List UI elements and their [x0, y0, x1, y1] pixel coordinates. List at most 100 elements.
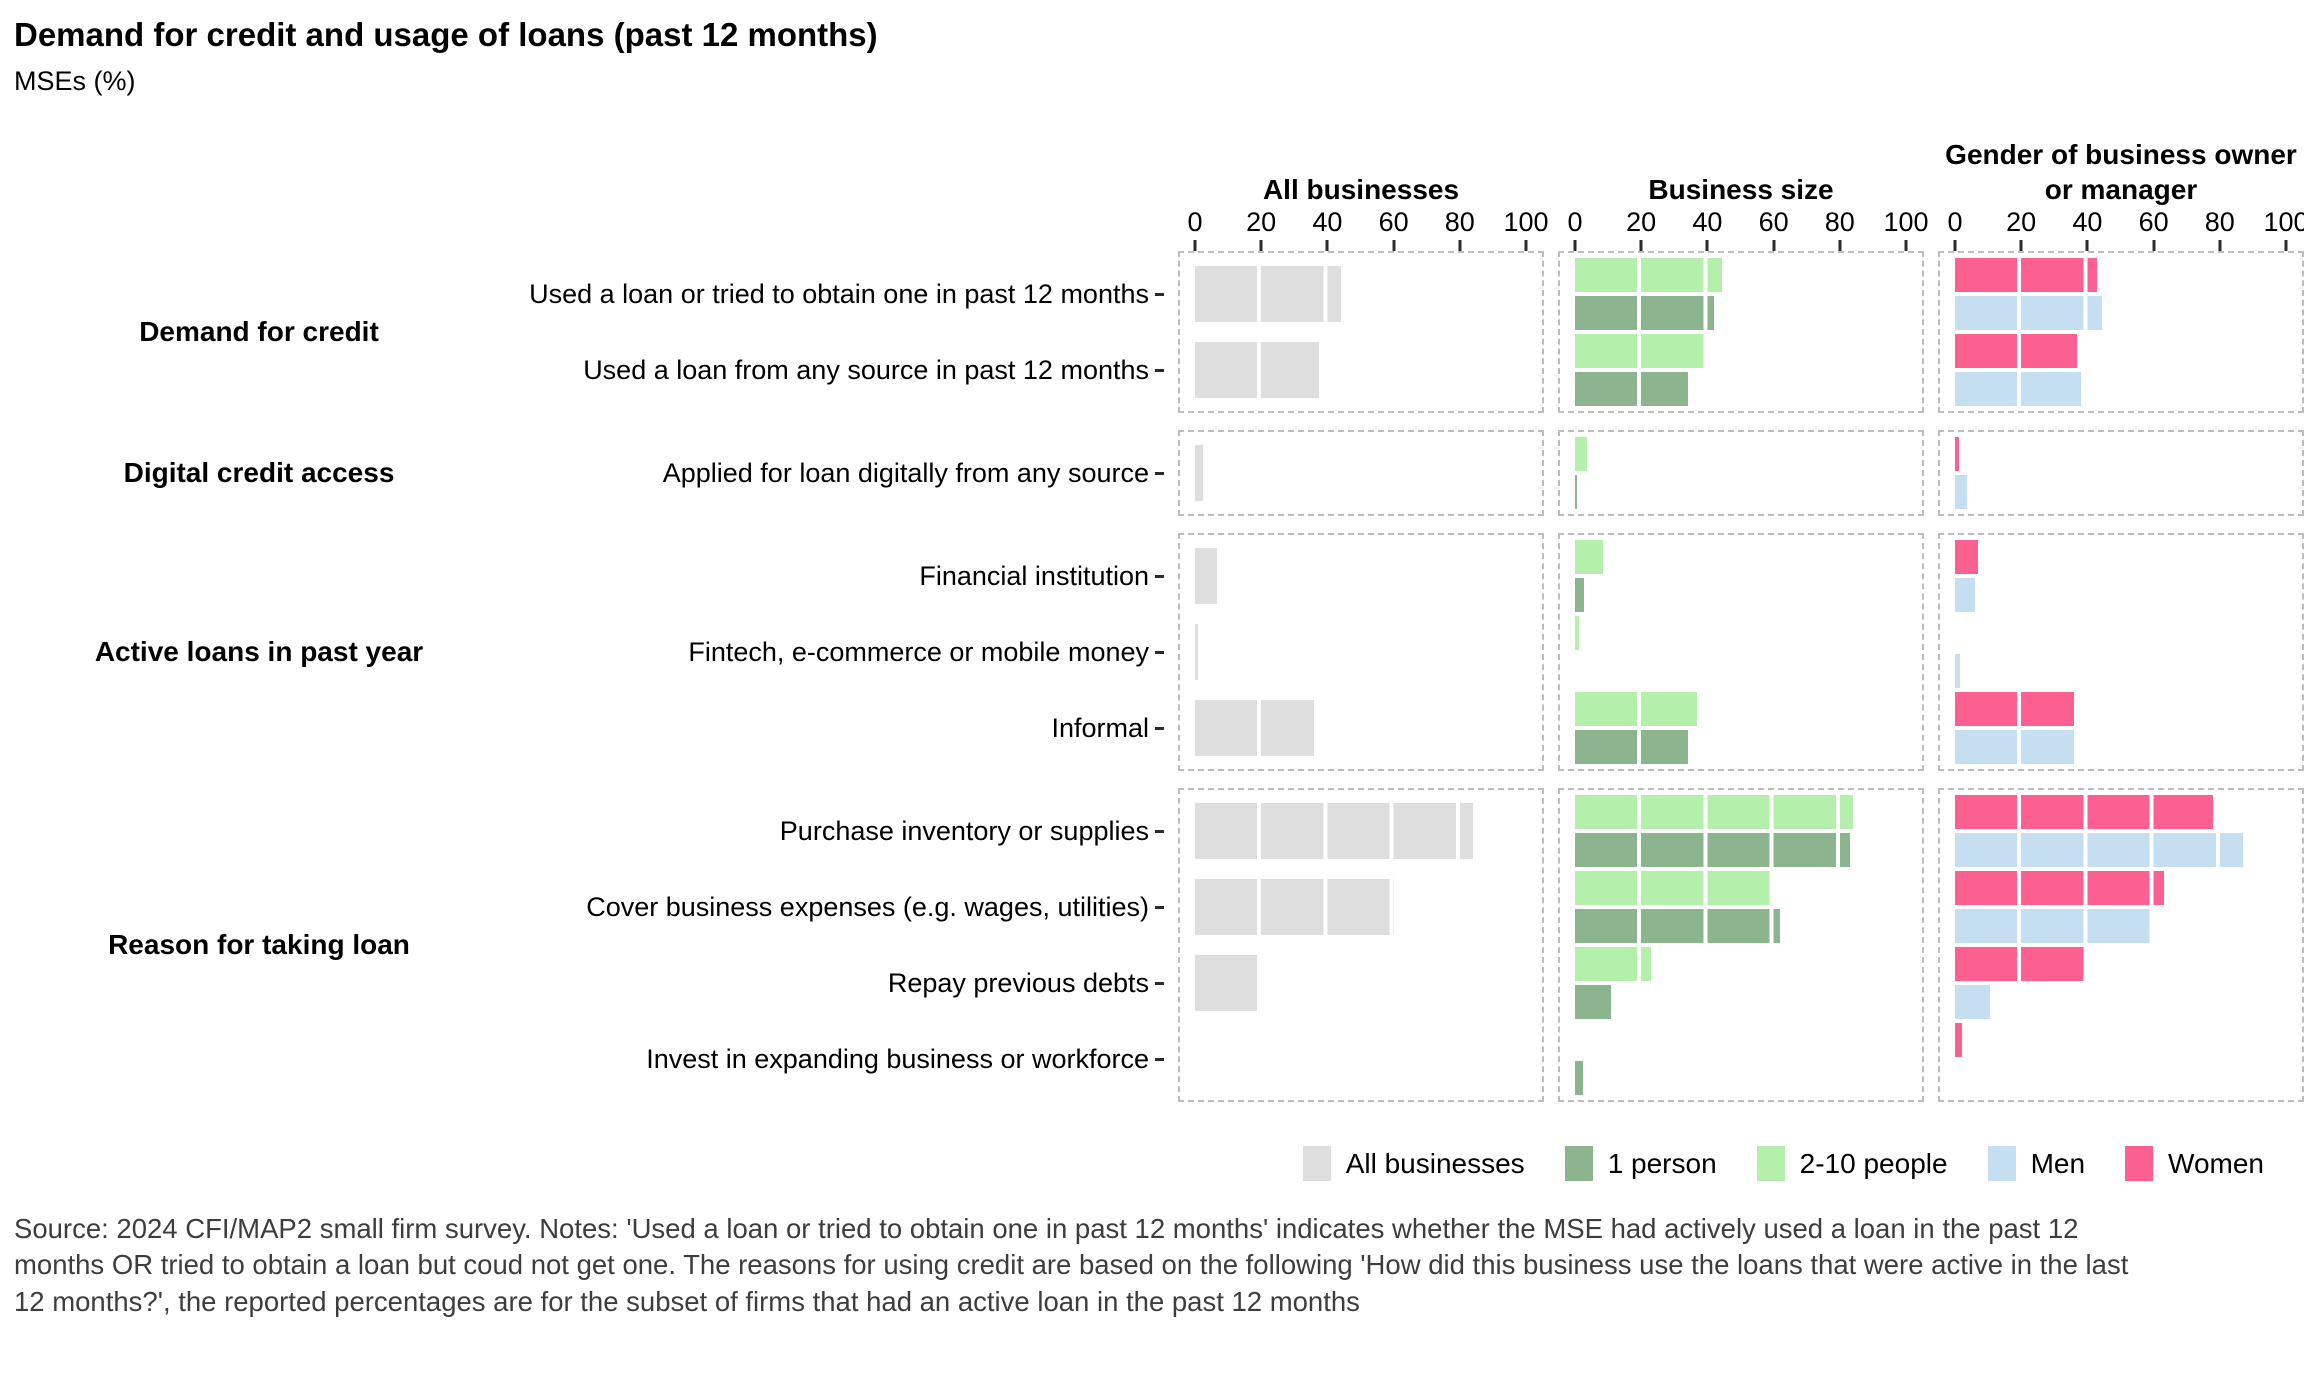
- facet-title-gender: Gender of business owner or manager: [1945, 139, 2297, 205]
- bar-all-businesses: [1195, 955, 1262, 1011]
- bar-row: [1195, 945, 1526, 1021]
- bar-women: [1955, 258, 2098, 292]
- bar-row: [1195, 332, 1526, 408]
- band-labels: Active loans in past year Financial inst…: [14, 533, 1164, 771]
- panel-size-active-loans: [1558, 533, 1924, 771]
- bar-row: [1195, 690, 1526, 766]
- axis-tick-mark: [2019, 240, 2023, 251]
- bar-women: [1955, 437, 1960, 471]
- y-tick-mark: [1155, 829, 1164, 833]
- x-axis-panel-2: 0 20 40 60 80 100: [1558, 207, 1929, 251]
- axis-tick-label: 20: [1246, 207, 1277, 237]
- bar-row: [1955, 690, 2286, 766]
- axis-tick-label: 0: [1947, 207, 1963, 237]
- axis-tick-label: 40: [1692, 207, 1723, 237]
- band-digital-credit-access: Digital credit access Applied for loan d…: [14, 430, 2304, 516]
- axis-tick-label: 60: [1378, 207, 1409, 237]
- axis-tick-mark: [1953, 240, 1957, 251]
- row-label: Applied for loan digitally from any sour…: [14, 435, 1164, 511]
- legend-item-men: Men: [1987, 1146, 2085, 1181]
- panel-size-demand: [1558, 251, 1924, 413]
- gridline-overlay: [1575, 538, 1906, 614]
- facet-header-row: All businesses Business size Gender of b…: [14, 135, 2304, 207]
- bar-1-person: [1575, 730, 1688, 764]
- gridline-overlay: [1575, 1021, 1906, 1097]
- bar-2-10-people: [1575, 795, 1854, 829]
- group-label-demand-for-credit: Demand for credit: [139, 316, 379, 348]
- bar-all-businesses: [1195, 342, 1320, 398]
- axis-tick-label: 80: [1444, 207, 1475, 237]
- legend-label: All businesses: [1345, 1147, 1525, 1179]
- y-tick-mark: [1155, 650, 1164, 654]
- bar-row: [1575, 945, 1906, 1021]
- axis-tick-mark: [1193, 240, 1197, 251]
- axis-tick-label: 60: [2138, 207, 2169, 237]
- panel-gender-digital: [1938, 430, 2304, 516]
- row-label: Cover business expenses (e.g. wages, uti…: [14, 869, 1164, 945]
- axis-tick-label: 80: [1824, 207, 1855, 237]
- bar-1-person: [1575, 475, 1578, 509]
- group-label-digital-credit-access: Digital credit access: [123, 457, 395, 489]
- legend-swatch-2-10-people: [1756, 1146, 1785, 1181]
- panel-gender-reason: [1938, 788, 2304, 1102]
- bar-men: [1955, 372, 2081, 406]
- bar-1-person: [1575, 296, 1715, 330]
- bar-women: [1955, 795, 2214, 829]
- bar-men: [1955, 985, 1990, 1019]
- y-tick-mark: [1155, 905, 1164, 909]
- group-label-active-loans: Active loans in past year: [94, 636, 424, 668]
- x-axis-panel-1: 0 20 40 60 80 100: [1178, 207, 1549, 251]
- header-spacer: [14, 135, 1164, 207]
- bar-all-businesses: [1195, 803, 1474, 859]
- gridline-overlay: [1195, 614, 1526, 690]
- x-axis-panel-3: 0 20 40 60 80 100: [1938, 207, 2304, 251]
- bar-row: [1575, 538, 1906, 614]
- bar-women: [1955, 692, 2075, 726]
- legend-label: Women: [2168, 1147, 2264, 1179]
- gridline-overlay: [1195, 1021, 1526, 1097]
- axis-tick-mark: [1392, 240, 1396, 251]
- axis-tick-mark: [2085, 240, 2089, 251]
- axis-tick-label: 20: [1626, 207, 1657, 237]
- gridline-overlay: [1955, 435, 2286, 511]
- bar-men: [1955, 654, 1960, 688]
- legend-swatch-all-businesses: [1302, 1146, 1331, 1181]
- band-labels: Digital credit access Applied for loan d…: [14, 430, 1164, 516]
- bar-row: [1575, 614, 1906, 690]
- bar-row: [1575, 869, 1906, 945]
- axis-tick-label: 0: [1187, 207, 1203, 237]
- bar-row: [1195, 256, 1526, 332]
- bar-row: [1955, 614, 2286, 690]
- bar-women: [1955, 334, 2078, 368]
- bar-row: [1575, 690, 1906, 766]
- panel-size-digital: [1558, 430, 1924, 516]
- page-title: Demand for credit and usage of loans (pa…: [14, 16, 878, 53]
- panel-all-reason: [1178, 788, 1544, 1102]
- panel-all-active-loans: [1178, 533, 1544, 771]
- x-axis-row: 0 20 40 60 80 100 0 20 40 60 80 10: [14, 207, 2304, 251]
- axis-tick-label: 80: [2204, 207, 2235, 237]
- axis-tick-label: 40: [1312, 207, 1343, 237]
- bar-women: [1955, 871, 2164, 905]
- axis-tick-mark: [1325, 240, 1329, 251]
- row-label: Used a loan from any source in past 12 m…: [14, 332, 1164, 408]
- axis-tick-mark: [2218, 240, 2222, 251]
- legend-label: 2-10 people: [1799, 1147, 1948, 1179]
- row-label: Used a loan or tried to obtain one in pa…: [14, 256, 1164, 332]
- y-tick-mark: [1155, 1057, 1164, 1061]
- axis-tick-label: 100: [1883, 207, 1929, 237]
- band-reason-for-loan: Reason for taking loan Purchase inventor…: [14, 788, 2304, 1102]
- legend-label: 1 person: [1607, 1147, 1717, 1179]
- bar-row: [1195, 793, 1526, 869]
- row-label: Repay previous debts: [14, 945, 1164, 1021]
- axis-tick-mark: [1524, 240, 1528, 251]
- panel-gender-demand: [1938, 251, 2304, 413]
- legend-swatch-men: [1987, 1146, 2016, 1181]
- bar-men: [1955, 833, 2243, 867]
- legend-item-women: Women: [2125, 1146, 2264, 1181]
- legend-item-1-person: 1 person: [1564, 1146, 1717, 1181]
- row-label: Invest in expanding business or workforc…: [14, 1021, 1164, 1097]
- gridline-overlay: [1955, 614, 2286, 690]
- axis-tick-label: 40: [2072, 207, 2103, 237]
- axis-tick-label: 60: [1758, 207, 1789, 237]
